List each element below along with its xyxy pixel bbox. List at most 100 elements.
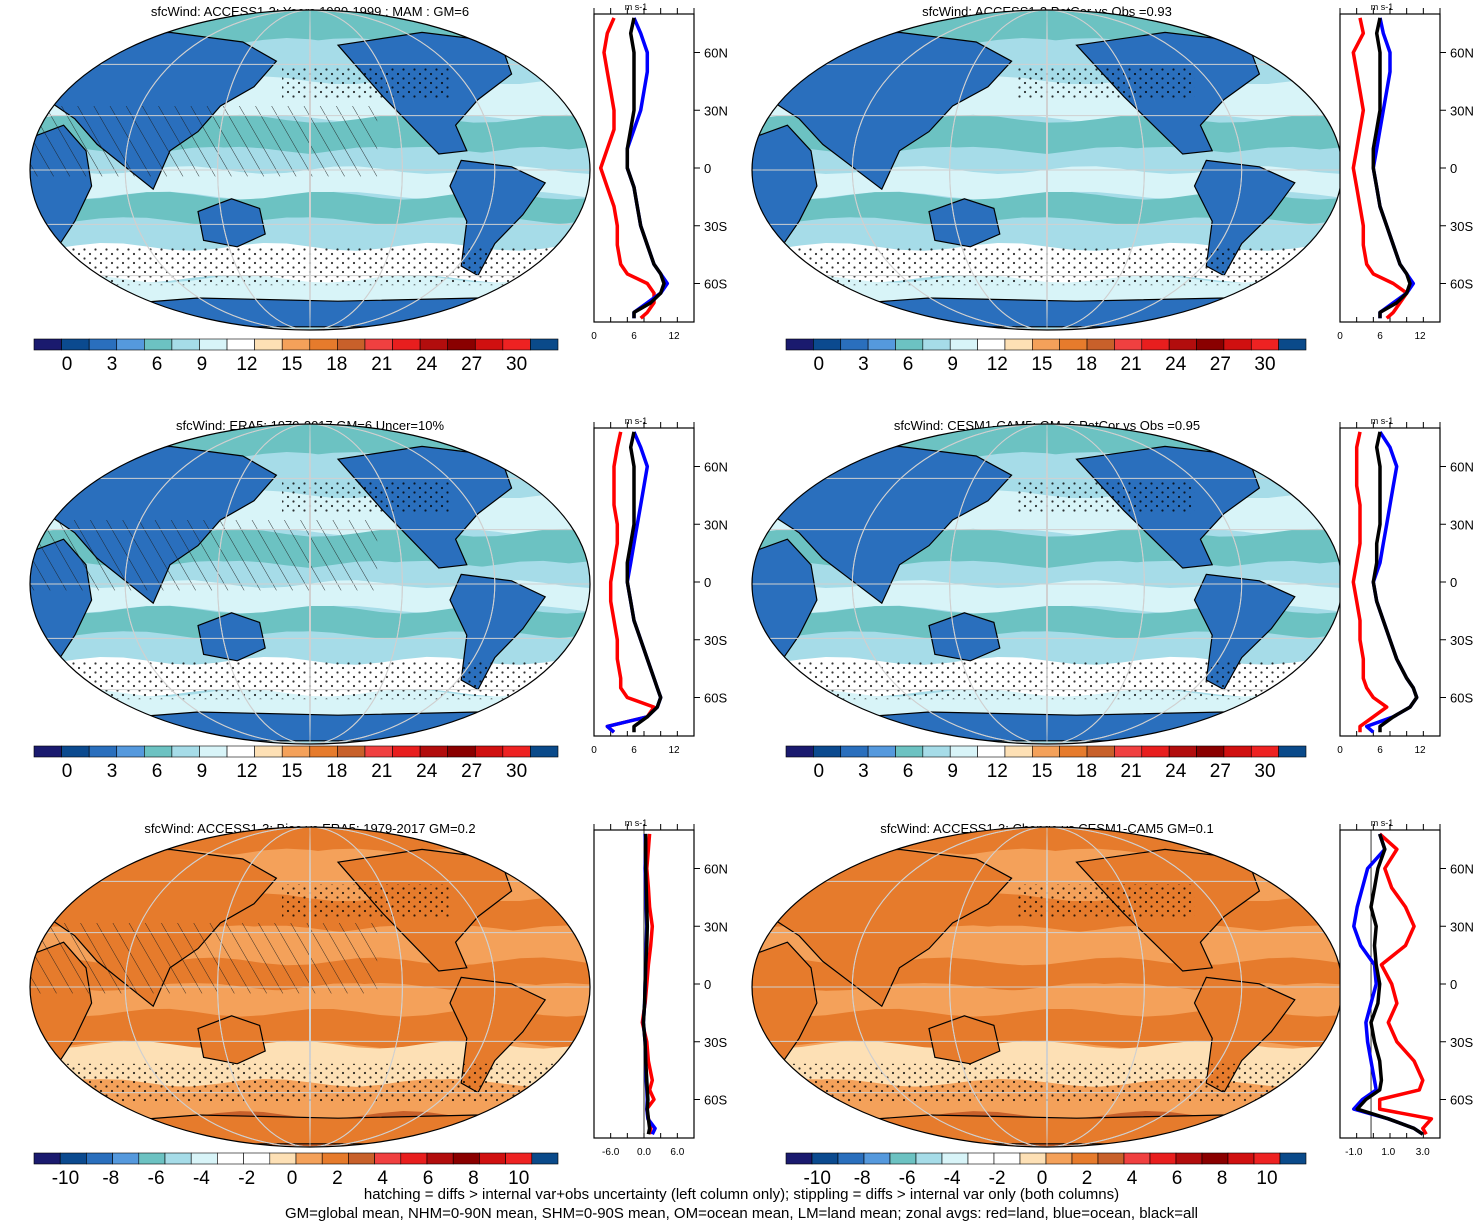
colorbar-tick-label: 6 — [152, 761, 163, 782]
map-outline — [29, 423, 591, 745]
colorbar-tick-label: 18 — [1076, 761, 1097, 782]
colorbar-swatch — [922, 338, 951, 351]
colorbar-tick-label: -8 — [102, 1168, 119, 1189]
profile-unit: m s-1 — [625, 2, 648, 12]
colorbar-swatch — [479, 1152, 506, 1165]
profile-y-tick-label: 60S — [704, 1093, 727, 1108]
colorbar-tick-label: 21 — [371, 354, 392, 375]
panel-2: sfcWind: ACCESS1-3 PatCor vs Obs =0.9303… — [751, 2, 1474, 375]
colorbar-swatch — [922, 745, 951, 758]
profile-unit: m s-1 — [1371, 416, 1394, 426]
colorbar-swatch — [364, 338, 393, 351]
colorbar-swatch — [474, 338, 504, 351]
colorbar-tick-label: 6 — [903, 354, 914, 375]
profile-y-tick-label: 60S — [704, 691, 727, 706]
colorbar-tick-label: -6 — [148, 1168, 165, 1189]
profile-x-tick-label: 0 — [591, 745, 597, 756]
footnote-hatching: hatching = diffs > internal var+obs unce… — [363, 1186, 1120, 1203]
profile-x-tick-label: -1.0 — [1345, 1147, 1363, 1158]
colorbar-swatch — [321, 1152, 349, 1165]
profile-unit: m s-1 — [1371, 2, 1394, 12]
profile-x-tick-label: 3.0 — [1416, 1147, 1430, 1158]
land-australia — [197, 612, 266, 662]
profile-y-tick-label: 60S — [704, 277, 727, 292]
profile-y-tick-label: 30S — [1450, 633, 1473, 648]
colorbar-swatch — [1086, 338, 1115, 351]
colorbar-swatch — [226, 745, 255, 758]
colorbar-tick-label: 27 — [1210, 354, 1231, 375]
colorbar-tick-label: 10 — [508, 1168, 529, 1189]
colorbar-swatch — [226, 338, 255, 351]
profile-x-tick-label: 0.0 — [637, 1147, 651, 1158]
colorbar-tick-label: -10 — [52, 1168, 79, 1189]
colorbar-swatch — [895, 338, 924, 351]
land-australia — [928, 198, 1001, 248]
colorbar-tick-label: 9 — [197, 761, 208, 782]
land-australia — [197, 1015, 266, 1065]
colorbar-swatch — [785, 1152, 813, 1165]
colorbar-swatch — [116, 338, 145, 351]
panel-5: sfcWind: ACCESS1-3: Bias vs ERA5: 1979-2… — [29, 818, 728, 1189]
hatching-region — [30, 520, 378, 591]
profile-y-tick-label: 30S — [704, 219, 727, 234]
colorbar-tick-label: 18 — [326, 354, 347, 375]
colorbar-swatch — [269, 1152, 297, 1165]
colorbar-tick-label: 24 — [416, 354, 438, 375]
profile-x-tick-label: -6.0 — [602, 1147, 620, 1158]
colorbar-tick-label: 2 — [332, 1168, 343, 1189]
colorbar-swatch — [785, 745, 814, 758]
colorbar-tick-label: 12 — [236, 761, 257, 782]
graticule-lon — [124, 424, 496, 744]
colorbar-tick-label: 0 — [814, 354, 825, 375]
colorbar-tick-label: -2 — [989, 1168, 1006, 1189]
colorbar-swatch — [400, 1152, 428, 1165]
land-antarctica — [73, 297, 564, 328]
colorbar-swatch — [254, 745, 283, 758]
colorbar-swatch — [199, 338, 228, 351]
colorbar-swatch — [447, 745, 476, 758]
colorbar-tick-label: 6 — [152, 354, 163, 375]
colorbar-swatch — [1168, 338, 1197, 351]
colorbar-swatch — [59, 1152, 87, 1165]
colorbar-swatch — [1114, 745, 1143, 758]
colorbar-tick-label: 3 — [107, 761, 118, 782]
colorbar-swatch — [1114, 338, 1143, 351]
zonal-avg-ocean — [1352, 833, 1424, 1136]
colorbar-swatch — [374, 1152, 402, 1165]
colorbar-tick-label: 9 — [197, 354, 208, 375]
profile-y-tick-label: 60N — [1450, 460, 1474, 475]
colorbar-swatch — [61, 338, 90, 351]
colorbar-swatch — [1149, 1152, 1177, 1165]
profile-x-tick-label: 12 — [1414, 331, 1426, 342]
colorbar-swatch — [531, 1152, 559, 1165]
colorbar-swatch — [941, 1152, 969, 1165]
colorbar-swatch — [309, 338, 338, 351]
profile-y-tick-label: 0 — [1450, 977, 1457, 992]
panel-1: sfcWind: ACCESS1-3: Years 1980-1999 : MA… — [29, 2, 728, 375]
profile-x-tick-label: 1.0 — [1381, 1147, 1395, 1158]
profile-y-tick-label: 60N — [704, 460, 728, 475]
colorbar-swatch — [364, 745, 393, 758]
colorbar-swatch — [840, 745, 869, 758]
colorbar-swatch — [190, 1152, 218, 1165]
colorbar-swatch — [116, 745, 145, 758]
zonal-avg-all — [1371, 431, 1419, 733]
colorbar-tick-label: 3 — [107, 354, 118, 375]
zonal-profile-frame — [593, 13, 695, 323]
graticule-lon — [949, 827, 1145, 1147]
colorbar-swatch — [112, 1152, 140, 1165]
colorbar-swatch — [813, 338, 842, 351]
colorbar-swatch — [502, 745, 531, 758]
colorbar-swatch — [1201, 1152, 1229, 1165]
profile-y-tick-label: 60S — [1450, 691, 1473, 706]
profile-y-tick-label: 30N — [1450, 517, 1474, 532]
graticule-lon — [851, 827, 1243, 1147]
colorbar-swatch — [1059, 745, 1088, 758]
colorbar-tick-label: 15 — [281, 354, 302, 375]
profile-x-tick-label: 0 — [591, 331, 597, 342]
stippling-region — [282, 884, 450, 917]
colorbar-swatch — [1004, 745, 1033, 758]
land-australia — [197, 198, 266, 248]
colorbar-swatch — [33, 1152, 61, 1165]
panel-4: sfcWind: CESM1-CAM5: GM=6 PatCor vs Obs … — [751, 416, 1474, 782]
